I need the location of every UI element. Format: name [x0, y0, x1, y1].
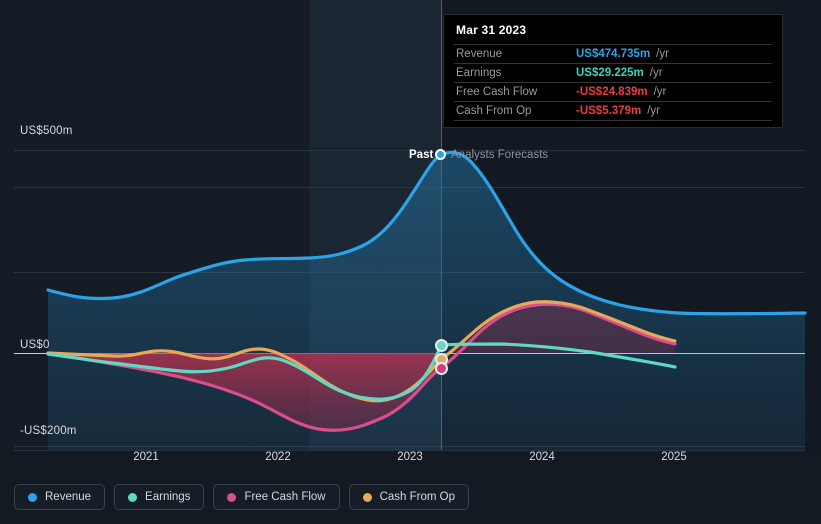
x-axis-label-2021: 2021: [133, 451, 159, 463]
y-axis-label-zero: US$0: [20, 339, 50, 351]
legend-item-revenue[interactable]: Revenue: [14, 484, 106, 510]
forecast-label: Analysts Forecasts: [451, 149, 549, 161]
tooltip-unit-revenue: /yr: [656, 48, 669, 60]
legend-item-earnings[interactable]: Earnings: [114, 484, 205, 510]
series-line-free-cash-flow: [46, 302, 677, 432]
divider-anchor-dot: [435, 149, 446, 160]
legend-dot-free-cash-flow-icon: [227, 492, 237, 502]
tooltip-label-free-cash-flow: Free Cash Flow: [456, 86, 538, 98]
tooltip-unit-earnings: /yr: [649, 67, 663, 79]
x-tick-2021: [146, 450, 147, 455]
marker-free-cash-flow[interactable]: [435, 362, 448, 375]
tooltip-label-revenue: Revenue: [456, 48, 503, 60]
tooltip-label-cash-from-op: Cash From Op: [456, 105, 532, 117]
x-tick-2023: [410, 450, 411, 455]
x-axis-label-2022: 2022: [265, 451, 291, 463]
tooltip-row-cash-from-op: Cash From Op -US$5.379m /yr: [454, 101, 772, 120]
legend-item-free-cash-flow[interactable]: Free Cash Flow: [213, 484, 340, 510]
data-tooltip: Mar 31 2023 Revenue US$474.735m /yr Earn…: [443, 14, 783, 128]
forecast-positive-area: [441, 306, 675, 359]
gridline-500m: [14, 150, 805, 151]
revenue-area: [48, 152, 805, 451]
x-tick-2022: [278, 450, 279, 455]
tooltip-value-free-cash-flow: -US$24.839m: [576, 86, 648, 98]
past-forecast-divider: [441, 0, 442, 450]
marker-earnings[interactable]: [435, 339, 448, 352]
x-tick-2025: [674, 450, 675, 455]
legend-label-revenue: Revenue: [45, 491, 92, 503]
past-label: Past: [409, 149, 434, 161]
legend-dot-earnings-icon: [128, 492, 138, 502]
legend-dot-cash-from-op-icon: [362, 492, 372, 502]
tooltip-value-cash-from-op: -US$5.379m: [576, 105, 642, 117]
series-line-earnings: [46, 342, 677, 401]
x-axis-label-2025: 2025: [661, 451, 687, 463]
gridline-upper: [14, 187, 805, 188]
axis-line-bottom: [14, 450, 805, 451]
tooltip-row-free-cash-flow: Free Cash Flow -US$24.839m /yr: [454, 82, 772, 101]
tooltip-unit-cash-from-op: /yr: [647, 105, 660, 117]
legend-label-cash-from-op: Cash From Op: [379, 491, 456, 503]
x-tick-2024: [542, 450, 543, 455]
y-axis-label-top: US$500m: [20, 125, 73, 137]
legend-label-free-cash-flow: Free Cash Flow: [244, 491, 326, 503]
tooltip-footer-rule: [454, 120, 772, 123]
x-axis-label-2024: 2024: [529, 451, 555, 463]
tooltip-row-revenue: Revenue US$474.735m /yr: [454, 44, 772, 63]
series-line-revenue: [46, 150, 807, 316]
tooltip-value-revenue: US$474.735m: [576, 48, 651, 60]
legend-label-earnings: Earnings: [145, 491, 191, 503]
tooltip-value-earnings: US$29.225m: [576, 67, 644, 79]
tooltip-title: Mar 31 2023: [456, 23, 527, 37]
tooltip-unit-free-cash-flow: /yr: [653, 86, 667, 98]
legend-dot-revenue-icon: [28, 492, 37, 502]
y-axis-label-bottom: -US$200m: [20, 425, 77, 437]
x-axis-label-2023: 2023: [397, 451, 423, 463]
negative-area-2: [48, 353, 441, 431]
tooltip-row-earnings: Earnings US$29.225m /yr: [454, 63, 772, 82]
legend-item-cash-from-op[interactable]: Cash From Op: [348, 484, 470, 510]
chart-legend: Revenue Earnings Free Cash Flow Cash Fro…: [14, 484, 470, 510]
tooltip-label-earnings: Earnings: [456, 67, 502, 79]
